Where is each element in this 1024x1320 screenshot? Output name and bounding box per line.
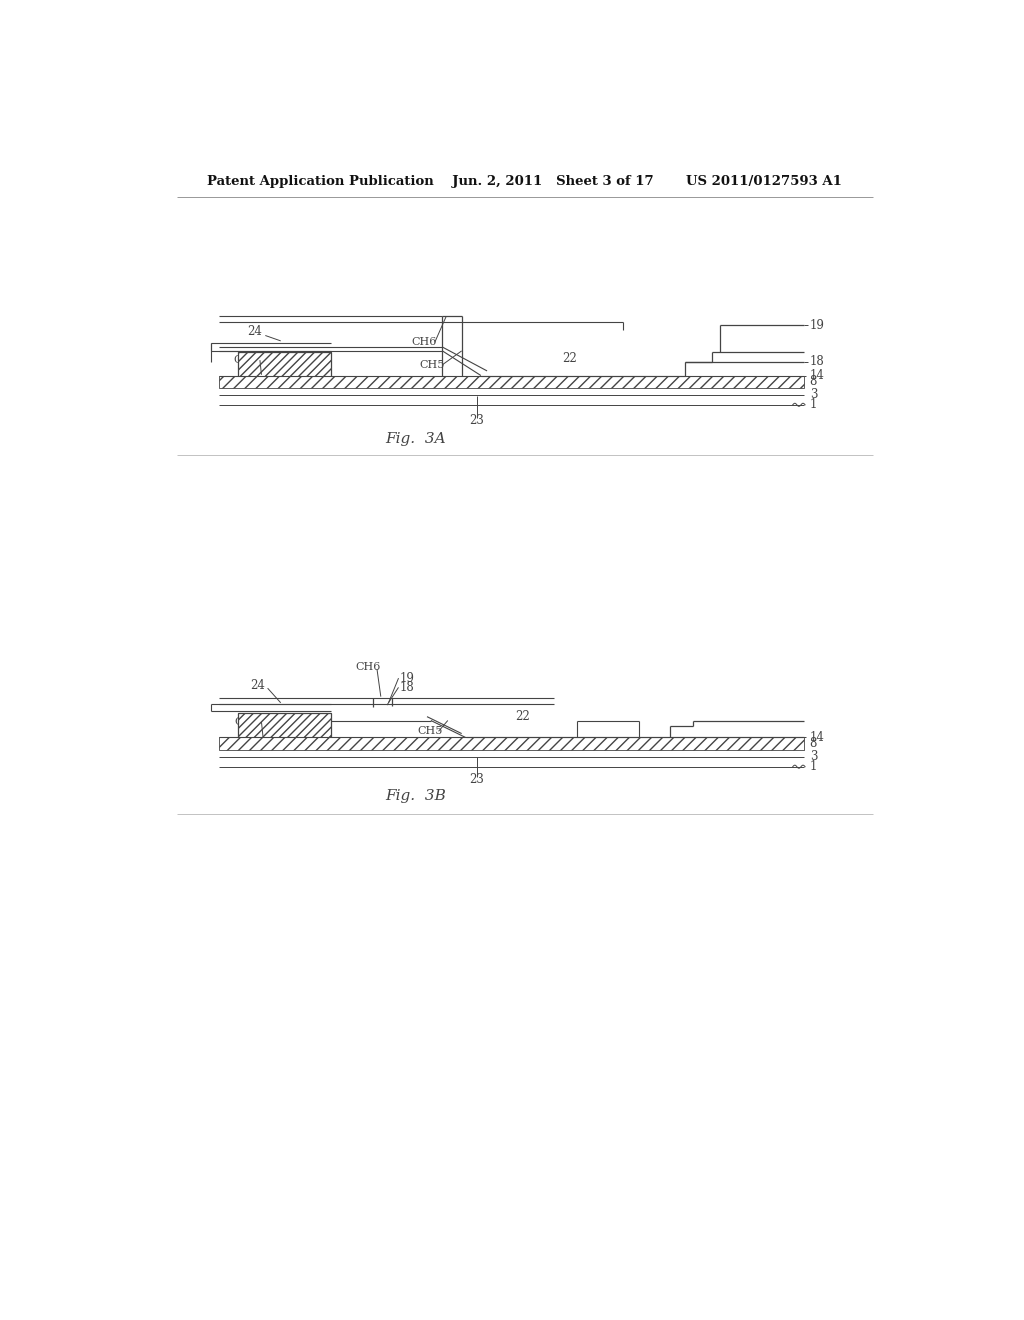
Text: 8: 8 <box>810 737 817 750</box>
Text: 22: 22 <box>515 710 530 723</box>
Text: CH6: CH6 <box>355 661 380 672</box>
Text: CH6: CH6 <box>412 337 437 347</box>
Text: 8: 8 <box>810 375 817 388</box>
Text: 18: 18 <box>400 681 415 694</box>
Text: 18: 18 <box>810 355 824 368</box>
Text: 22: 22 <box>562 352 577 366</box>
Bar <box>239 713 331 738</box>
Bar <box>219 376 804 388</box>
Text: 1: 1 <box>810 399 817 412</box>
Text: 23: 23 <box>470 413 484 426</box>
Text: CH5: CH5 <box>419 360 444 370</box>
Bar <box>219 738 804 750</box>
Text: 3: 3 <box>810 750 817 763</box>
Text: 24: 24 <box>250 680 265 693</box>
Text: Patent Application Publication    Jun. 2, 2011   Sheet 3 of 17       US 2011/012: Patent Application Publication Jun. 2, 2… <box>208 176 842 187</box>
Text: CH5: CH5 <box>418 726 443 737</box>
Text: 19: 19 <box>400 672 415 685</box>
Text: 14: 14 <box>810 731 824 744</box>
Bar <box>239 352 331 376</box>
Text: 3: 3 <box>810 388 817 401</box>
Text: Fig.  3A: Fig. 3A <box>385 433 445 446</box>
Text: 24: 24 <box>248 325 262 338</box>
Text: 14: 14 <box>810 370 824 381</box>
Text: CH4: CH4 <box>233 355 258 366</box>
Text: 23: 23 <box>470 772 484 785</box>
Text: 19: 19 <box>810 319 824 333</box>
Text: CH4: CH4 <box>234 717 260 727</box>
Text: Fig.  3B: Fig. 3B <box>385 789 445 803</box>
Text: 1: 1 <box>810 760 817 774</box>
